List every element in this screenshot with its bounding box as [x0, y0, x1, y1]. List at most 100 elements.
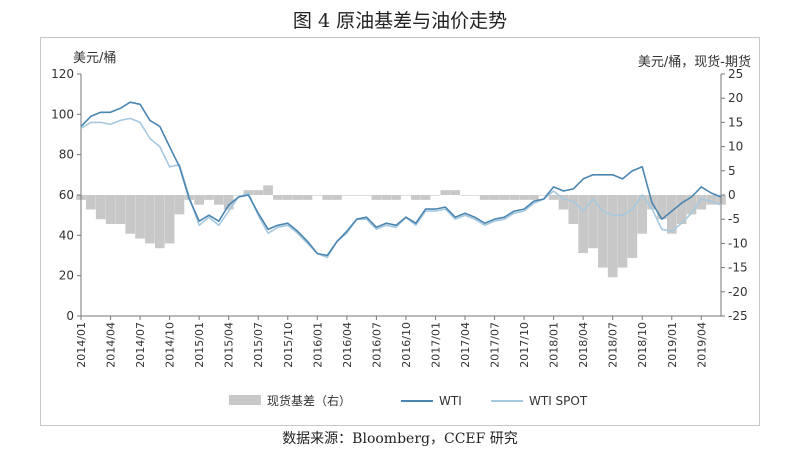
basis-bar — [105, 195, 116, 225]
basis-bar — [273, 195, 283, 200]
basis-bar — [499, 195, 510, 200]
x-tick-label: 2015/04 — [223, 322, 236, 368]
basis-bar — [351, 195, 362, 196]
x-tick-label: 2015/01 — [193, 322, 206, 368]
legend-label: WTI SPOT — [529, 394, 588, 408]
basis-bar — [312, 195, 323, 196]
basis-bar — [322, 195, 332, 200]
basis-bar — [86, 195, 96, 210]
x-tick-label: 2015/10 — [282, 322, 295, 368]
right-tick-label: 10 — [728, 140, 743, 154]
basis-bar — [479, 195, 490, 200]
left-axis-title: 美元/桶 — [73, 51, 116, 66]
left-tick-label: 80 — [59, 148, 74, 162]
chart-source: 数据来源：Bloomberg，CCEF 研究 — [282, 431, 518, 447]
basis-bar — [548, 195, 559, 200]
x-tick-label: 2018/01 — [548, 322, 561, 368]
basis-bar — [440, 190, 451, 195]
basis-bar — [666, 195, 677, 234]
basis-bar — [371, 195, 382, 200]
basis-bar — [381, 195, 392, 200]
chart-panel: 0 20 40 60 80 100 120 -25 -20 -15 -10 -5 0 5 10 15 20 25 美… — [40, 37, 760, 426]
axes-layer: 020406080100120-25-20-15-10-50510152025美… — [51, 51, 751, 368]
x-tick-label: 2014/01 — [75, 322, 88, 368]
x-tick-label: 2016/04 — [341, 322, 354, 368]
basis-bar — [401, 195, 411, 196]
x-tick-label: 2014/07 — [134, 322, 147, 368]
basis-bar — [509, 195, 520, 200]
basis-bar — [361, 195, 372, 196]
basis-bar — [696, 195, 707, 210]
right-tick-label: -25 — [728, 309, 748, 323]
right-tick-label: -5 — [728, 212, 740, 226]
basis-bar — [529, 195, 539, 200]
left-tick-label: 60 — [59, 188, 74, 202]
basis-bar — [578, 195, 588, 254]
basis-bar — [706, 195, 716, 205]
basis-area-layer — [76, 185, 726, 278]
basis-bar — [430, 195, 441, 196]
wti-line — [80, 101, 722, 257]
left-tick-label: 40 — [59, 228, 74, 242]
basis-bar — [223, 195, 234, 210]
right-tick-label: -20 — [728, 285, 748, 299]
basis-bar — [420, 195, 431, 200]
basis-bar — [135, 195, 145, 239]
basis-bar — [598, 195, 608, 268]
basis-bar — [292, 195, 303, 200]
basis-bar — [263, 185, 273, 195]
right-tick-label: 15 — [728, 115, 743, 129]
basis-bar — [558, 195, 569, 210]
x-tick-label: 2014/10 — [164, 322, 177, 368]
right-tick-label: 25 — [728, 67, 743, 81]
basis-bar — [342, 195, 352, 196]
basis-bar — [450, 190, 460, 195]
x-tick-label: 2018/07 — [607, 322, 620, 368]
basis-bar — [657, 195, 667, 220]
basis-bar — [302, 195, 313, 200]
basis-bar — [519, 195, 529, 200]
x-tick-label: 2017/04 — [459, 322, 472, 368]
basis-bar — [489, 195, 500, 200]
basis-bar — [568, 195, 579, 225]
basis-bar — [214, 195, 224, 205]
x-tick-label: 2014/04 — [105, 322, 118, 368]
chart-svg: 020406080100120-25-20-15-10-50510152025美… — [51, 51, 751, 408]
basis-bar — [607, 195, 618, 278]
legend-label: 现货基差（右） — [267, 393, 351, 408]
x-tick-label: 2017/07 — [489, 322, 502, 368]
x-tick-label: 2019/04 — [695, 322, 708, 368]
left-tick-label: 100 — [51, 107, 74, 121]
basis-bar — [410, 195, 421, 200]
basis-bar — [253, 190, 264, 195]
x-tick-label: 2018/04 — [577, 322, 590, 368]
basis-bar — [637, 195, 648, 234]
x-tick-label: 2019/01 — [666, 322, 679, 368]
basis-bar — [164, 195, 175, 244]
right-tick-label: 5 — [728, 164, 736, 178]
basis-bar — [676, 195, 687, 225]
left-tick-label: 0 — [66, 309, 74, 323]
x-tick-label: 2016/01 — [311, 322, 324, 368]
right-tick-label: -15 — [728, 261, 748, 275]
legend-swatch-basis — [229, 395, 261, 405]
basis-bar — [115, 195, 126, 225]
basis-bar — [460, 195, 470, 196]
basis-bar — [470, 195, 480, 196]
basis-bar — [145, 195, 155, 244]
basis-bar — [617, 195, 628, 268]
basis-bar — [391, 195, 401, 200]
right-axis-title: 美元/桶，现货-期货 — [638, 54, 751, 70]
basis-bar — [332, 195, 342, 200]
x-tick-label: 2018/10 — [636, 322, 649, 368]
x-tick-label: 2016/10 — [400, 322, 413, 368]
legend-layer: 现货基差（右） WTI WTI SPOT — [229, 393, 588, 408]
x-tick-label: 2017/01 — [429, 322, 442, 368]
basis-bar — [154, 195, 165, 249]
left-tick-label: 20 — [59, 269, 74, 283]
right-tick-label: 20 — [728, 91, 743, 105]
lines-layer — [80, 101, 722, 259]
basis-bar — [95, 195, 106, 220]
x-tick-label: 2015/07 — [252, 322, 265, 368]
chart-title: 图 4 原油基差与油价走势 — [292, 10, 508, 32]
